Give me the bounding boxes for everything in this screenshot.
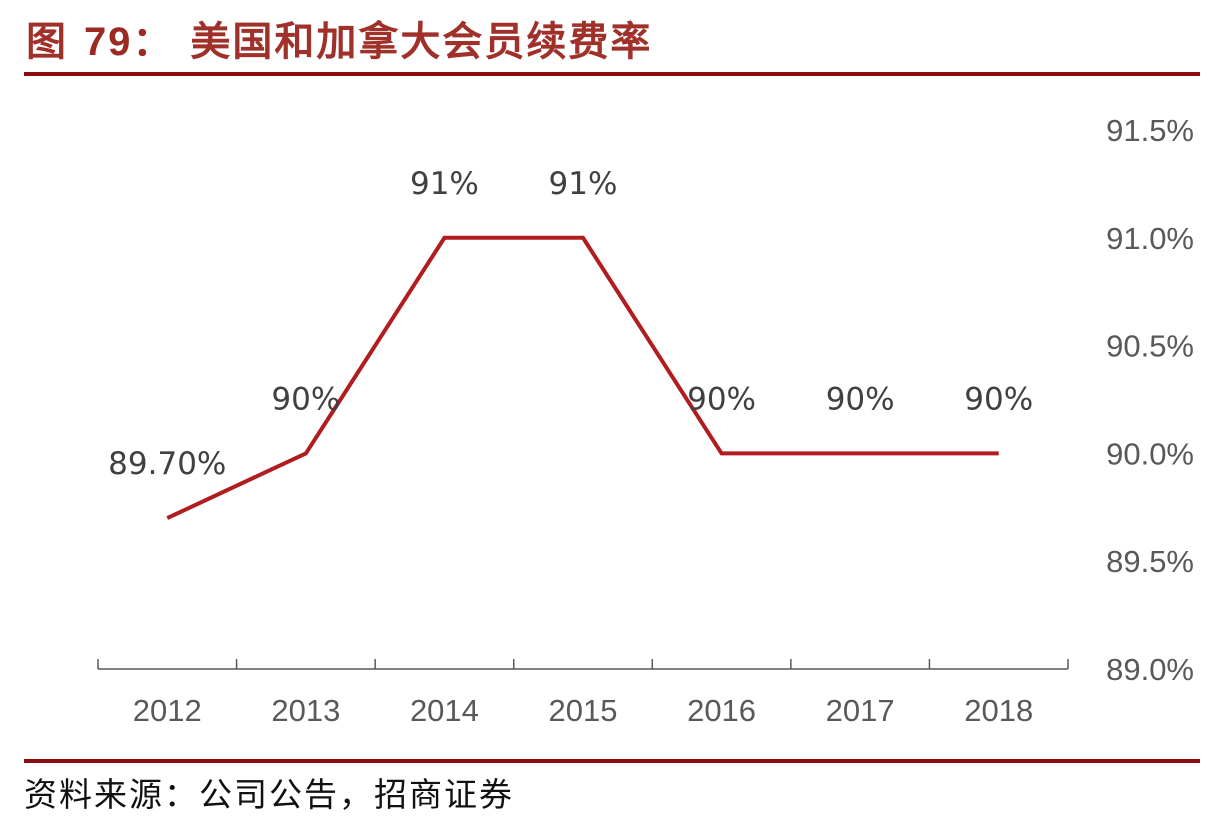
data-label: 89.70%	[108, 446, 226, 482]
source-note: 资料来源：公司公告，招商证券	[24, 775, 514, 814]
x-tick-label: 2018	[964, 693, 1033, 728]
x-axis: 2012 2013 2014 2015 2016 2017 2018	[97, 659, 1069, 728]
figure-prefix: 图	[26, 18, 68, 65]
figure-number: 79：	[83, 20, 175, 64]
data-label: 91%	[410, 166, 479, 202]
x-tick-label: 2015	[549, 693, 618, 728]
title-divider	[24, 72, 1200, 76]
y-tick-label: 91.5%	[1106, 113, 1194, 148]
data-label: 90%	[964, 381, 1033, 417]
x-tick-label: 2014	[410, 693, 479, 728]
data-labels: 89.70% 90% 91% 91% 90% 90% 90%	[108, 166, 1033, 482]
x-tick-label: 2013	[271, 693, 340, 728]
x-tick-label: 2017	[826, 693, 895, 728]
figure-title: 美国和加拿大会员续费率	[190, 18, 653, 65]
y-tick-label: 89.5%	[1106, 544, 1194, 579]
data-label: 91%	[549, 166, 618, 202]
data-label: 90%	[687, 381, 756, 417]
footer-divider	[24, 759, 1200, 763]
line-chart: 2012 2013 2014 2015 2016 2017 2018 89.0% 89.5% 9…	[97, 113, 1194, 728]
series-line	[166, 235, 999, 520]
y-tick-label: 90.5%	[1106, 329, 1194, 364]
y-tick-label: 89.0%	[1106, 652, 1194, 687]
data-label: 90%	[826, 381, 895, 417]
y-axis: 89.0% 89.5% 90.0% 90.5% 91.0% 91.5%	[1106, 113, 1194, 687]
data-label: 90%	[271, 381, 340, 417]
y-tick-label: 90.0%	[1106, 436, 1194, 471]
y-tick-label: 91.0%	[1106, 221, 1194, 256]
x-tick-label: 2012	[133, 693, 202, 728]
x-tick-label: 2016	[687, 693, 756, 728]
chart-title: 图 79： 美国和加拿大会员续费率	[26, 14, 652, 70]
